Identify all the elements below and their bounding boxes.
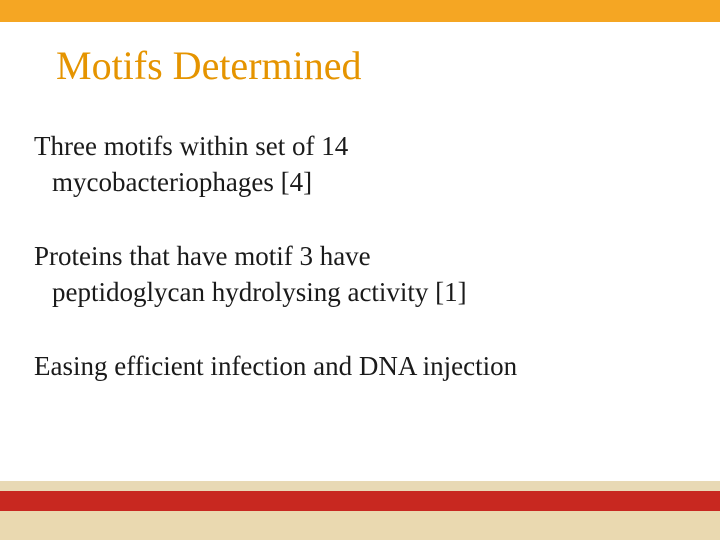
page-title: Motifs Determined: [56, 42, 362, 89]
bottom-strip-red: [0, 491, 720, 511]
paragraph-1: Three motifs within set of 14 mycobacter…: [34, 128, 686, 201]
paragraph-3: Easing efficient infection and DNA injec…: [34, 348, 686, 384]
bottom-strip-tan-lower: [0, 511, 720, 540]
bottom-strip-tan-upper: [0, 481, 720, 491]
paragraph-1-line-1: Three motifs within set of 14: [34, 131, 348, 161]
paragraph-2-line-1: Proteins that have motif 3 have: [34, 241, 371, 271]
paragraph-2: Proteins that have motif 3 have peptidog…: [34, 238, 686, 311]
top-accent-bar: [0, 0, 720, 22]
paragraph-3-line-1: Easing efficient infection and DNA injec…: [34, 351, 517, 381]
paragraph-1-line-2: mycobacteriophages [4]: [34, 164, 686, 200]
paragraph-2-line-2: peptidoglycan hydrolysing activity [1]: [34, 274, 686, 310]
